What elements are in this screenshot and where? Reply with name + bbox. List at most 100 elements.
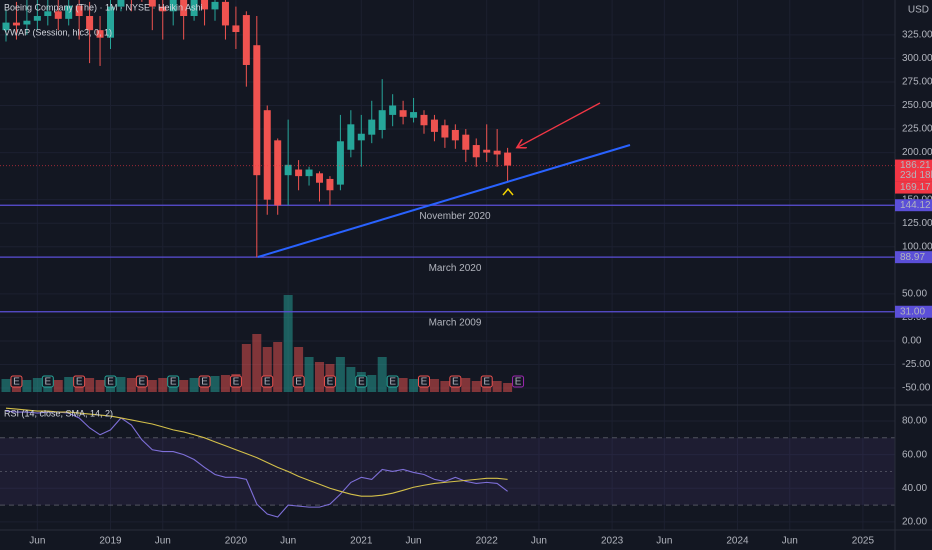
candle-body [86,16,94,31]
volume-bar [241,344,251,392]
chart-title: Boeing Company (The) · 1M · NYSE · Heiki… [4,2,203,12]
earnings-label: E [421,377,428,388]
y-tick-label: 60.00 [902,449,927,460]
candle-body [65,5,73,19]
earnings-icon [229,375,242,388]
price-tag-label: 186.21 [900,160,931,171]
earnings-label: E [295,377,302,388]
x-tick-label: 2021 [350,536,373,547]
volume-bar [252,334,262,392]
earnings-icon [323,375,336,388]
x-tick-label: 2022 [476,536,499,547]
earnings-icon [418,375,430,388]
rsi-line [5,410,508,518]
y-tick-label: -25.00 [902,359,931,370]
candle-body [190,0,198,17]
earnings-icon [167,375,180,388]
candle-body [336,141,344,185]
candle-body [420,114,428,126]
x-tick-label: Jun [531,536,547,547]
volume-bar [367,375,377,392]
candle-body [389,105,397,115]
volume-bar [32,378,42,392]
arrow [518,102,601,147]
level-tag [895,305,932,318]
earnings-icon [512,375,525,388]
candle-body [284,164,292,176]
level-tag-label: 144.12 [900,200,931,211]
volume-bar [147,380,157,392]
x-tick-label: 2024 [726,536,749,547]
candle-body [159,6,167,12]
candle-body [295,169,303,177]
countdown-label: 23d 18h [900,170,932,181]
x-tick-label: Jun [782,536,798,547]
candle-body [23,20,31,25]
earnings-label: E [139,377,146,388]
candle-body [232,25,240,33]
earnings-label: E [201,377,208,388]
level-tag-label: 88.97 [900,252,925,263]
earnings-label: E [170,377,177,388]
axes: Jun 2019 Jun 2020 Jun 2021 Jun 2022 Jun 2023 Jun 20… [29,29,932,547]
caret-marker [502,187,514,196]
candle-body [211,1,219,10]
candle-body [44,11,52,17]
volume-bar [126,378,136,392]
level-annotation: November 2020 [419,211,491,222]
earnings-icon [41,375,54,388]
earnings-label: E [107,377,114,388]
level-tag-label: 31.00 [900,306,925,317]
candle-body [201,0,209,10]
rsi-line [5,407,508,497]
volume-bar [53,380,63,392]
earnings-icon [10,375,23,388]
candle-body [96,30,104,38]
volume-bar [210,376,220,392]
x-tick-label: Jun [405,536,421,547]
candle-body [504,152,512,166]
volume-bar [377,357,387,392]
price-tag-label: 169.17 [900,182,931,193]
candle-body [462,134,470,150]
price-pane: November 2020 March 2020 March 2009 E E E E E E E… [0,0,895,392]
candle-body [305,169,313,177]
y-tick-label: 250.00 [902,100,932,111]
x-tick-label: Jun [280,536,296,547]
candle-body [253,45,261,176]
earnings-label: E [515,377,522,388]
candle-body [326,178,334,191]
y-tick-label: 200.00 [902,147,932,158]
earnings-label: E [264,377,271,388]
earnings-label: E [452,377,459,388]
volume-bar [471,381,481,392]
volume-bar [158,378,168,392]
candle-body [221,1,229,26]
candle-body [242,15,250,65]
level-annotation: March 2009 [429,317,482,328]
x-tick-label: 2019 [99,536,122,547]
earnings-label: E [483,377,490,388]
candle-body [180,0,188,17]
candle-body [75,5,83,17]
y-tick-label: 40.00 [902,483,927,494]
level-annotation: March 2020 [429,263,482,274]
volume-bar [398,378,408,392]
y-tick-label: 325.00 [902,29,932,40]
x-tick-label: Jun [155,536,171,547]
x-tick-label: Jun [656,536,672,547]
candle-body [54,11,62,19]
earnings-label: E [389,377,396,388]
volume-bar [429,379,439,392]
candle-body [12,22,20,26]
rsi-title: RSI (14, close, SMA, 14, 2) [4,408,113,418]
earnings-label: E [233,377,240,388]
candle-body [410,112,418,118]
y-tick-label: 275.00 [902,77,932,88]
volume-bar [294,347,304,392]
y-tick-label: 80.00 [902,416,927,427]
volume-bar [346,367,356,392]
volume-bar [492,381,502,392]
earnings-label: E [76,377,83,388]
volume-bar [461,378,471,392]
